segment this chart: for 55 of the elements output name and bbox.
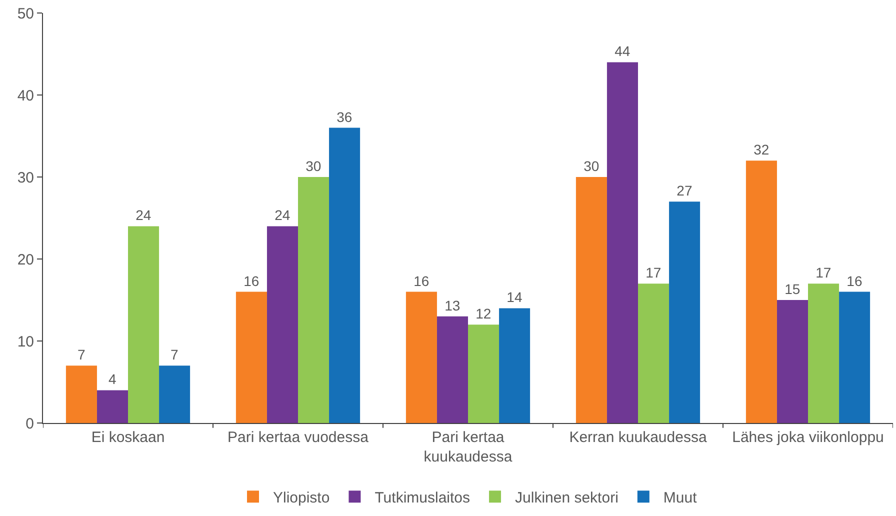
data-label: 32	[754, 142, 770, 158]
x-tick-label: Lähes joka viikonloppu	[732, 429, 884, 446]
bar	[669, 202, 700, 423]
x-tick-label: Pari kertaa vuodessa	[228, 429, 370, 446]
legend-label: Julkinen sektori	[515, 490, 618, 506]
bar	[839, 292, 870, 423]
bar	[808, 284, 840, 423]
data-label: 16	[414, 272, 430, 289]
legend-label: Muut	[663, 490, 698, 506]
data-label: 24	[274, 207, 290, 224]
bar	[159, 366, 190, 423]
bar	[96, 390, 128, 423]
bar	[776, 300, 808, 423]
bar	[128, 226, 160, 423]
legend-label: Yliopisto	[273, 490, 330, 506]
data-label: 24	[136, 207, 152, 224]
data-label: 14	[506, 289, 522, 306]
data-label: 30	[306, 158, 322, 174]
bar	[266, 226, 298, 423]
bar	[66, 366, 97, 423]
bar	[468, 324, 500, 423]
y-tick-label: 50	[17, 5, 34, 22]
y-tick-label: 0	[26, 415, 34, 432]
y-tick-label: 40	[17, 87, 34, 104]
data-label: 16	[846, 272, 862, 289]
bar	[576, 177, 607, 423]
bar	[329, 128, 360, 423]
data-label: 16	[244, 272, 260, 289]
legend-label: Tutkimuslaitos	[374, 490, 470, 506]
y-tick-label: 20	[17, 251, 34, 268]
data-label: 17	[646, 264, 662, 281]
data-label: 27	[676, 182, 692, 199]
bar	[436, 316, 468, 423]
bar	[746, 160, 777, 423]
data-label: 30	[584, 158, 600, 174]
x-tick-label: Kerran kuukaudessa	[569, 429, 708, 446]
bar	[298, 177, 330, 423]
bar	[606, 62, 638, 423]
bar	[406, 292, 437, 423]
data-label: 7	[77, 346, 86, 363]
bar	[236, 292, 267, 423]
x-tick-label: Ei koskaan	[91, 429, 165, 446]
data-label: 7	[170, 346, 179, 363]
bar	[499, 308, 530, 423]
bar	[638, 284, 670, 423]
data-label: 44	[614, 43, 630, 60]
data-label: 12	[476, 306, 492, 322]
data-label: 17	[816, 264, 832, 281]
data-label: 15	[784, 281, 800, 297]
x-tick-label: Pari kertaa kuukaudessa	[424, 429, 513, 466]
y-tick-label: 30	[17, 169, 34, 186]
data-label: 4	[108, 371, 116, 388]
data-label: 36	[336, 108, 352, 125]
data-label: 13	[444, 297, 460, 314]
y-tick-label: 10	[17, 333, 34, 350]
